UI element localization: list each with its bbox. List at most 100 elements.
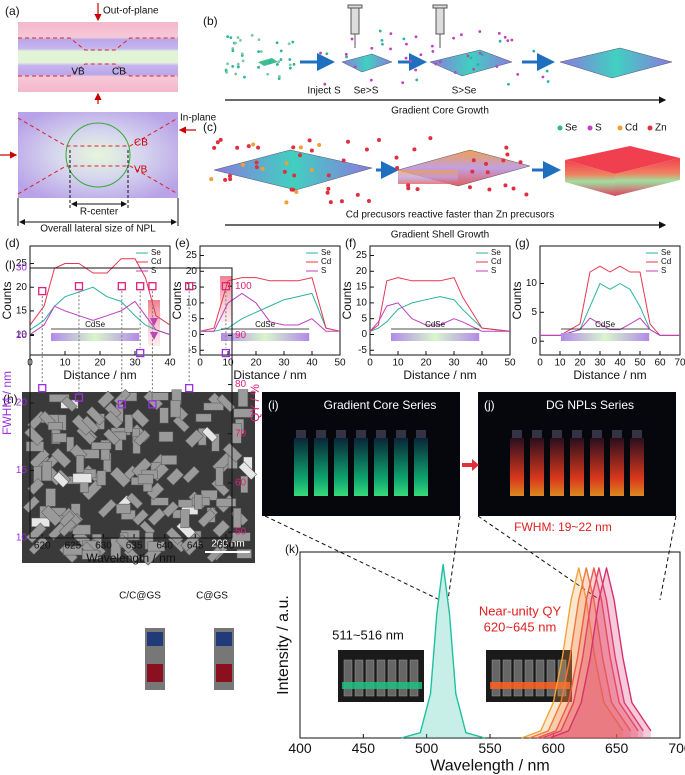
precursor [277, 77, 281, 80]
precursor [292, 173, 297, 178]
x-tick-label: 50 [504, 358, 516, 369]
platelet [52, 433, 67, 443]
precursor [284, 200, 289, 205]
platelet [58, 519, 77, 537]
syringe [347, 4, 448, 48]
vial-cap [396, 430, 406, 438]
precursor [256, 145, 261, 150]
legend-label: Cd [661, 257, 671, 266]
precursor [243, 75, 246, 79]
x-tick-label: 40 [614, 358, 626, 369]
point [38, 383, 47, 393]
x-axis-title: Distance / nm [403, 368, 476, 382]
platelet [72, 473, 92, 484]
circle [65, 122, 131, 188]
scale-label: 200 nm [211, 539, 244, 550]
y-tick-label: 5 [531, 307, 537, 318]
point [117, 400, 126, 409]
precursor [231, 65, 235, 68]
x-tick-label: 0 [367, 358, 373, 369]
precursor [428, 136, 433, 141]
panel-b: (b) Inject S Se>S S>Se Gradient Core Gro… [203, 4, 673, 117]
y-axis-title: Counts [510, 281, 524, 319]
x-tick-label: 50 [634, 358, 646, 369]
y-tick-label: 5 [191, 313, 197, 324]
panel-label: (c) [203, 120, 217, 134]
panel-label: (i) [268, 398, 279, 412]
precursor [380, 38, 384, 42]
legend-label: Cd [321, 257, 331, 266]
platelet [194, 494, 203, 510]
glow [342, 682, 422, 689]
point [38, 286, 47, 296]
point [221, 348, 231, 358]
platelet [236, 549, 252, 559]
band-diagram [18, 22, 178, 92]
platelet [238, 461, 258, 481]
x-tick-label: 625 [65, 541, 82, 552]
vial [491, 659, 501, 697]
precursor [257, 38, 261, 42]
area [521, 567, 623, 738]
precursor [376, 137, 381, 142]
label: VB [71, 67, 85, 78]
band-edge [17, 165, 179, 195]
precursor [380, 42, 384, 46]
precursor [401, 81, 405, 85]
precursor [394, 155, 399, 160]
x-tick-label: 10 [222, 358, 234, 369]
precursor [409, 59, 412, 63]
precursor [470, 169, 475, 174]
vial-cap [356, 430, 366, 438]
precursor [469, 56, 473, 60]
series-line [369, 296, 511, 332]
x-tick-label: 10 [554, 358, 566, 369]
legend-label: S [661, 266, 666, 275]
precursor [389, 32, 393, 36]
platelet [52, 471, 70, 488]
precursor [246, 144, 251, 149]
arrow-head [150, 332, 158, 340]
platelet [237, 389, 249, 407]
precursor [266, 72, 270, 76]
y-tick-label: 15 [16, 465, 28, 476]
label: VB [134, 165, 148, 176]
precursor [546, 80, 550, 83]
x-tick-label: 0 [197, 358, 203, 369]
y-tick-label: 25 [16, 330, 28, 341]
vial-cap [572, 430, 582, 438]
precursor [275, 41, 279, 45]
precursor [236, 36, 240, 39]
precursor [404, 56, 408, 60]
precursor [239, 38, 242, 42]
y-tick-label: 10 [186, 298, 198, 309]
y2-tick-label: 90 [235, 330, 247, 341]
legend-label: Se [565, 123, 578, 134]
precursor [240, 52, 244, 56]
photo-title: DG NPLs Series [546, 398, 634, 412]
photo-title: Gradient Core Series [324, 398, 437, 412]
platelet [124, 414, 133, 433]
panel-label: (k) [285, 542, 299, 556]
nanoplatelet [341, 53, 393, 73]
precursor [532, 49, 536, 53]
vial [376, 659, 386, 697]
point [136, 348, 145, 358]
platelet [195, 413, 212, 423]
annotation: C/C@GS [119, 591, 161, 602]
platelet [161, 455, 178, 465]
precursor [294, 189, 299, 194]
platelet [91, 442, 112, 450]
precursor [279, 49, 283, 53]
precursor [260, 166, 265, 171]
platelet [184, 429, 204, 449]
vial-cap [296, 430, 306, 438]
annotation: CdSe [595, 320, 616, 329]
area [541, 567, 644, 738]
x-tick-label: 0 [537, 358, 543, 369]
vial [510, 438, 524, 496]
series-line [199, 277, 341, 332]
legend-label: Cd [625, 123, 638, 134]
y-axis-title: Counts [170, 281, 184, 319]
y-tick-label: 5 [361, 313, 367, 324]
